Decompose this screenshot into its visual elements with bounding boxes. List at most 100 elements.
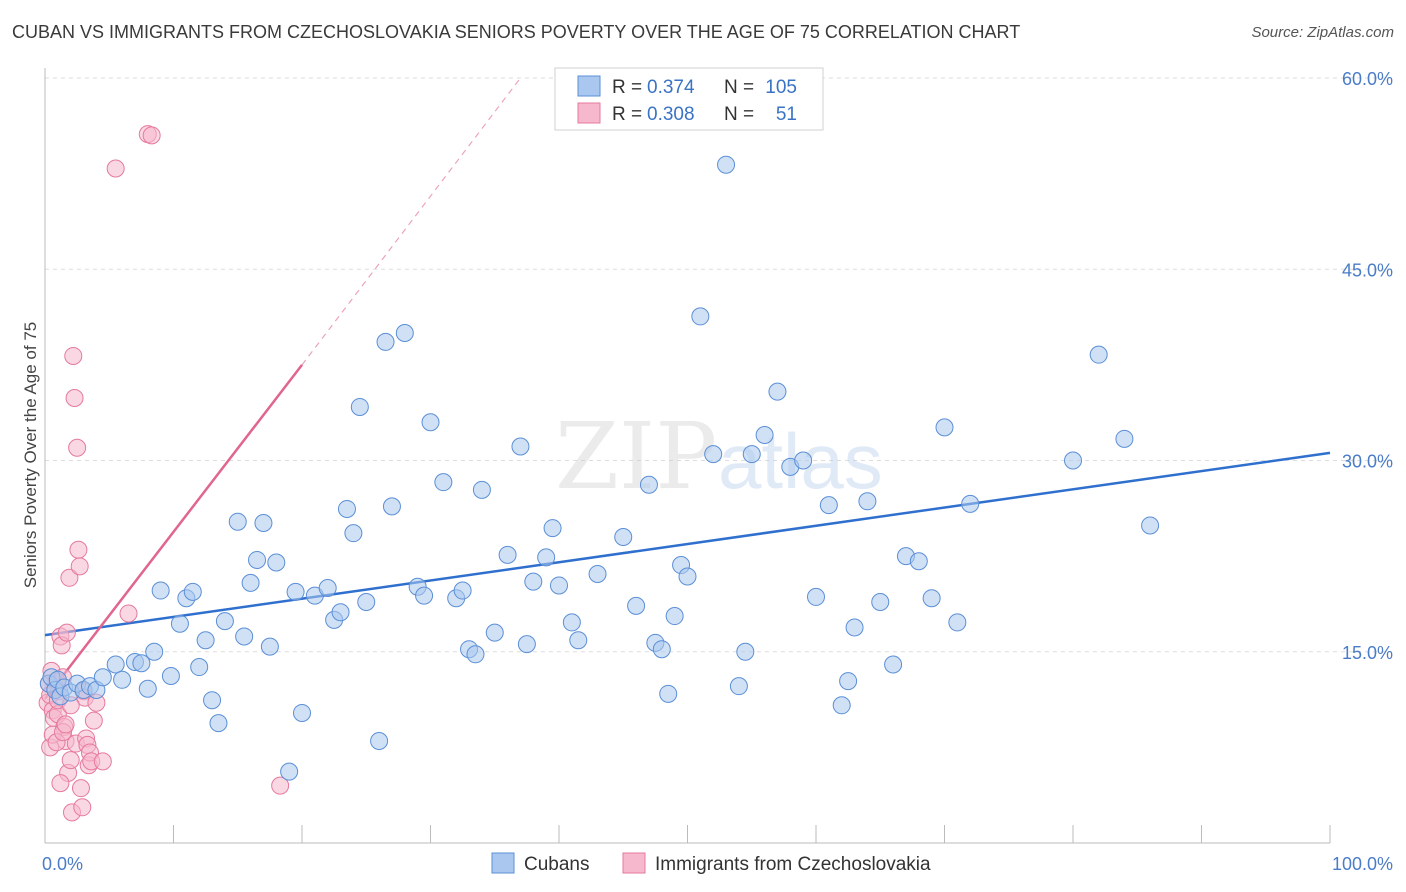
cuban-point [729, 677, 748, 696]
cuban-point [1089, 345, 1108, 364]
cuban-point [652, 640, 671, 659]
stats-legend: R = 0.374 N = 105 R = 0.308 N = 51 [554, 67, 824, 131]
cuban-point [138, 679, 157, 698]
cuban-point [614, 528, 633, 546]
cuban-point [161, 666, 180, 685]
cuban-point [421, 413, 440, 432]
czech-point [69, 540, 88, 559]
cuban-point [550, 576, 568, 595]
cuban-point [280, 762, 299, 781]
cuban-point [935, 418, 954, 437]
czech-point [106, 159, 125, 178]
cuban-point [517, 635, 536, 654]
cuban-point [382, 497, 401, 516]
cuban-point [588, 564, 607, 583]
cuban-point [665, 607, 684, 626]
x-tick-labels: 0.0% 100.0% [42, 854, 1393, 874]
cuban-point [659, 684, 678, 703]
czech-point [57, 623, 76, 642]
x-tick-label: 100.0% [1332, 854, 1393, 874]
czech-point [68, 438, 87, 457]
bottom-legend-czech: Immigrants from Czechoslovakia [655, 854, 931, 875]
legend-n-value-2: 51 [776, 104, 797, 125]
cuban-point [267, 553, 286, 572]
legend-n-value-1: 105 [765, 77, 797, 98]
cuban-point [884, 655, 903, 674]
czech-point [84, 711, 103, 730]
cuban-point [807, 587, 825, 606]
cuban-point [562, 613, 581, 632]
czech-point [61, 751, 80, 770]
cuban-point [537, 548, 556, 567]
cuban-points [39, 155, 1160, 781]
cuban-point [819, 496, 838, 515]
chart-source: Source: ZipAtlas.com [1251, 24, 1394, 41]
cuban-point [755, 426, 774, 444]
cuban-point [337, 499, 356, 518]
cuban-point [961, 494, 980, 513]
cuban-point [318, 579, 337, 597]
czech-point [51, 774, 70, 793]
cuban-point [639, 475, 658, 494]
cuban-point [1141, 516, 1160, 535]
watermark-zip: ZIP [555, 403, 717, 510]
legend-swatch-czech [577, 102, 601, 124]
cuban-point [466, 645, 485, 664]
cuban-point [434, 473, 453, 492]
y-tick-label: 60.0% [1342, 69, 1393, 89]
cuban-point [196, 631, 215, 650]
legend-n-label-1: N = [724, 77, 754, 98]
cuban-point [228, 512, 247, 531]
cuban-point [357, 593, 376, 612]
bottom-legend-cubans: Cubans [524, 854, 590, 875]
cuban-point [569, 631, 588, 650]
cuban-point [254, 513, 273, 532]
cuban-point [415, 586, 434, 605]
legend-r-label-2: R = [612, 104, 642, 125]
cuban-point [691, 307, 710, 326]
cuban-point [293, 703, 311, 722]
cuban-point [209, 714, 228, 733]
cuban-point [832, 696, 851, 715]
cuban-point [948, 613, 967, 632]
cuban-point [839, 672, 858, 691]
czech-point [271, 776, 290, 795]
cuban-point [627, 596, 646, 615]
legend-r-value-1: 0.374 [647, 77, 695, 98]
cuban-point [286, 582, 305, 601]
cuban-point [106, 655, 125, 674]
czech-point [70, 557, 89, 576]
czech-point [71, 779, 90, 798]
cuban-point [170, 614, 189, 633]
cuban-point [498, 545, 517, 564]
cuban-point [794, 451, 813, 470]
cuban-point [376, 332, 395, 351]
cuban-point [151, 581, 170, 600]
cuban-point [485, 623, 504, 642]
x-tick-label: 0.0% [42, 854, 83, 874]
cuban-point [858, 492, 877, 511]
y-tick-label: 15.0% [1342, 643, 1393, 663]
y-tick-label: 30.0% [1342, 452, 1393, 472]
cuban-point [248, 550, 267, 569]
cuban-point [871, 593, 890, 612]
cuban-point [543, 519, 562, 538]
cuban-point [717, 155, 736, 174]
czech-point [65, 389, 84, 408]
czech-point [142, 126, 161, 145]
legend-swatch-cubans [577, 75, 601, 97]
cuban-point [190, 658, 209, 677]
trend-line-cubans [44, 451, 1331, 637]
y-axis-label: Seniors Poverty Over the Age of 75 [21, 322, 40, 588]
cuban-point [241, 573, 260, 592]
legend-r-value-2: 0.308 [647, 104, 695, 125]
cuban-point [331, 603, 350, 622]
y-tick-labels: 15.0% 30.0% 45.0% 60.0% [1342, 69, 1393, 663]
bottom-legend-swatch-czech [622, 852, 646, 874]
cuban-point [215, 612, 234, 631]
czech-point [56, 715, 75, 734]
cuban-point [132, 654, 151, 673]
cuban-point [1064, 451, 1082, 470]
cuban-point [768, 382, 787, 401]
